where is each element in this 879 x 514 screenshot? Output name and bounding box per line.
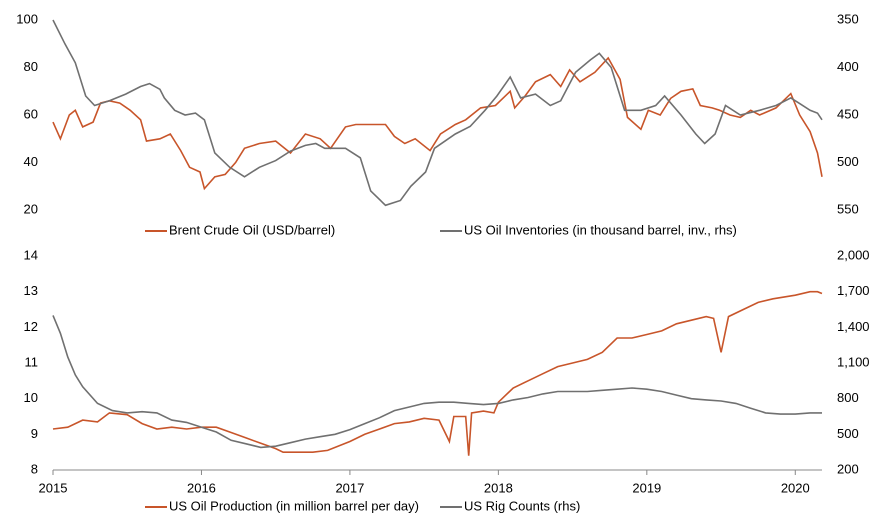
- y2-tick-label: 550: [837, 201, 859, 216]
- x-tick-label: 2017: [335, 480, 364, 495]
- x-tick-label: 2018: [484, 480, 513, 495]
- y2-tick-label: 1,400: [837, 319, 870, 334]
- y-tick-label: 40: [24, 154, 38, 169]
- legend-label: US Oil Production (in million barrel per…: [169, 498, 419, 513]
- y2-tick-label: 350: [837, 11, 859, 26]
- x-tick-label: 2015: [39, 480, 68, 495]
- y-tick-label: 13: [24, 283, 38, 298]
- y-tick-label: 14: [24, 247, 38, 262]
- x-tick-label: 2020: [781, 480, 810, 495]
- y2-tick-label: 500: [837, 154, 859, 169]
- y-tick-label: 100: [16, 11, 38, 26]
- y-tick-label: 11: [25, 354, 39, 369]
- legend-label: US Rig Counts (rhs): [464, 498, 580, 513]
- y2-tick-label: 500: [837, 426, 859, 441]
- y-tick-label: 8: [31, 461, 38, 476]
- y-tick-label: 9: [31, 426, 38, 441]
- series-line: [52, 290, 823, 456]
- y2-tick-label: 800: [837, 390, 859, 405]
- y2-tick-label: 2,000: [837, 247, 870, 262]
- legend-label: US Oil Inventories (in thousand barrel, …: [464, 222, 737, 237]
- y2-tick-label: 200: [837, 461, 859, 476]
- y2-tick-label: 1,100: [837, 354, 870, 369]
- x-tick-label: 2019: [632, 480, 661, 495]
- legend-label: Brent Crude Oil (USD/barrel): [169, 222, 335, 237]
- series-line: [52, 56, 823, 191]
- series-line: [52, 19, 823, 207]
- y-tick-label: 20: [24, 201, 38, 216]
- x-tick-label: 2016: [187, 480, 216, 495]
- y-tick-label: 10: [24, 390, 38, 405]
- y-tick-label: 60: [24, 106, 38, 121]
- series-line: [52, 315, 822, 449]
- y-tick-label: 80: [24, 59, 38, 74]
- y2-tick-label: 450: [837, 106, 859, 121]
- y2-tick-label: 400: [837, 59, 859, 74]
- y-tick-label: 12: [24, 319, 38, 334]
- y2-tick-label: 1,700: [837, 283, 870, 298]
